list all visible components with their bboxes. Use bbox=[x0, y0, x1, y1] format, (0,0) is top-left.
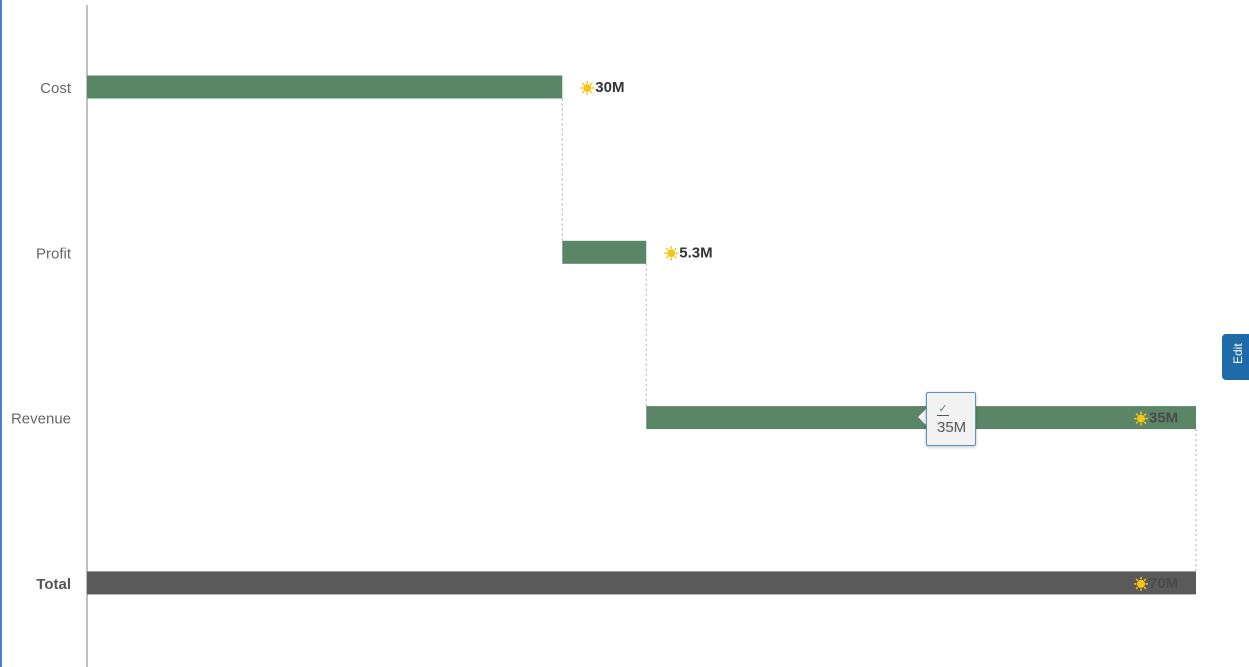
category-label-cost: Cost bbox=[40, 80, 72, 97]
value-label-total: 70M bbox=[1149, 575, 1178, 592]
sun-icon bbox=[580, 81, 595, 95]
category-label-profit: Profit bbox=[36, 245, 72, 262]
bar-total bbox=[87, 571, 1196, 595]
edit-button[interactable]: Edit bbox=[1222, 334, 1249, 380]
tooltip-arrow bbox=[918, 409, 926, 425]
category-label-total: Total bbox=[36, 576, 71, 593]
value-label-cost: 30M bbox=[595, 79, 624, 96]
edit-button-label: Edit bbox=[1231, 343, 1245, 364]
sun-icon bbox=[1134, 576, 1148, 591]
sun-icon bbox=[1134, 411, 1148, 426]
left-edge-accent bbox=[0, 0, 2, 667]
value-label-revenue: 35M bbox=[1149, 410, 1178, 427]
category-label-revenue: Revenue bbox=[11, 411, 71, 428]
value-label-profit: 5.3M bbox=[679, 244, 712, 261]
check-icon: ✓ bbox=[937, 403, 949, 416]
tooltip-value: 35M bbox=[937, 419, 967, 436]
value-tooltip: ✓ 35M bbox=[926, 392, 976, 446]
sun-icon bbox=[664, 246, 679, 261]
bar-profit bbox=[562, 240, 647, 264]
bar-cost bbox=[87, 75, 563, 99]
